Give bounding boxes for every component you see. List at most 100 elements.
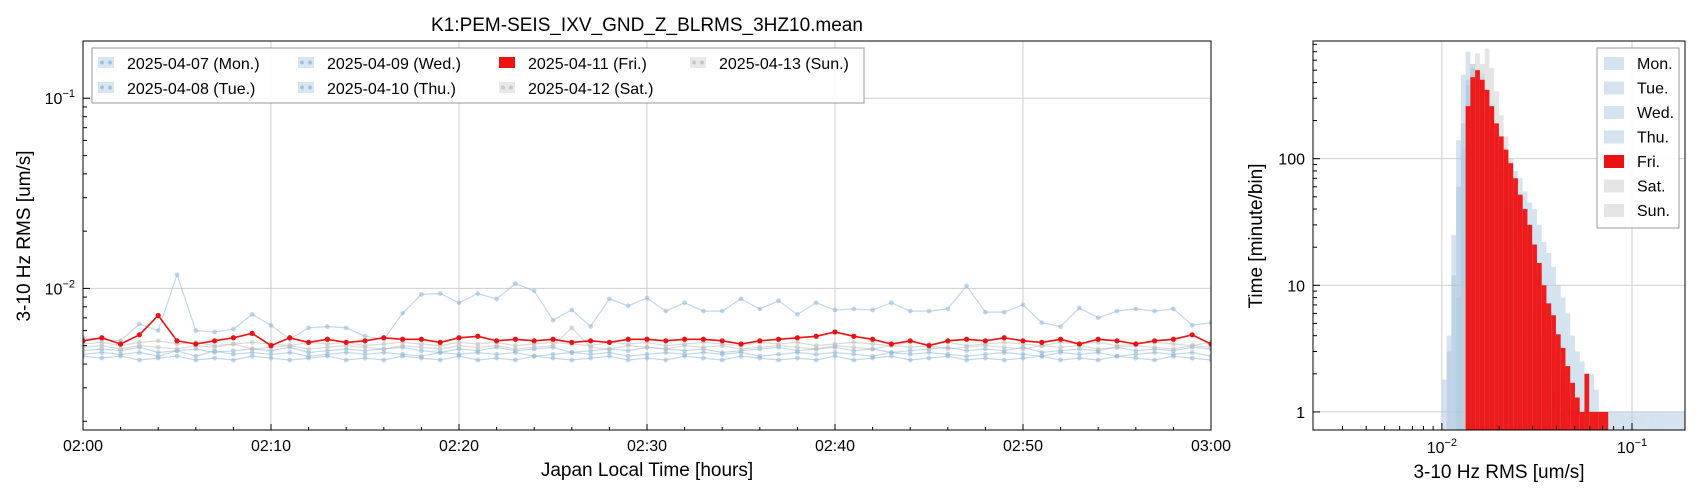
timeseries-series-point	[795, 344, 800, 350]
timeseries-series-point	[607, 350, 612, 355]
histogram-legend-label: Fri.	[1637, 154, 1660, 171]
timeseries-series-point	[964, 348, 969, 354]
timeseries-series-point	[268, 348, 274, 354]
timeseries-series-point	[588, 355, 593, 361]
timeseries-series-point	[155, 328, 161, 333]
timeseries-series-point	[268, 351, 274, 357]
timeseries-series-point	[776, 336, 782, 342]
timeseries-series-point	[362, 348, 368, 354]
timeseries-series-point	[99, 355, 105, 361]
timeseries-series-point	[1001, 357, 1007, 363]
timeseries-series-point	[719, 308, 725, 314]
histogram-bar	[1513, 178, 1518, 430]
timeseries-legend-label: 2025-04-13 (Sun.)	[719, 56, 849, 73]
timeseries-series-point	[231, 326, 236, 332]
histogram-bar	[1546, 303, 1552, 430]
timeseries-series-point	[381, 350, 387, 355]
timeseries-legend-swatch	[499, 57, 515, 68]
timeseries-series-point	[982, 338, 989, 344]
timeseries-series-point	[889, 350, 894, 355]
timeseries-series-point	[682, 353, 687, 359]
timeseries-series-point	[99, 350, 105, 355]
histogram-bar	[1536, 263, 1542, 430]
histogram-bar	[1451, 234, 1457, 430]
timeseries-series-point	[719, 357, 725, 363]
timeseries-series-point	[99, 335, 105, 341]
timeseries-series-point	[644, 344, 650, 350]
histogram-bars	[1441, 48, 1685, 430]
timeseries-series-point	[118, 341, 124, 347]
timeseries-series-point	[550, 351, 556, 357]
timeseries-series-point	[757, 355, 763, 361]
timeseries-series-point	[832, 350, 838, 355]
histogram-bar	[1441, 379, 1447, 430]
timeseries-series-point	[437, 346, 443, 352]
timeseries-series-point	[926, 343, 932, 349]
timeseries-series-point	[663, 343, 669, 349]
timeseries-legend-label: 2025-04-10 (Thu.)	[327, 81, 456, 98]
timeseries-series-point	[607, 296, 612, 302]
timeseries-series-point	[870, 346, 875, 352]
timeseries-series-point	[456, 353, 462, 359]
timeseries-legend-swatch	[98, 57, 114, 68]
histogram-bar	[1570, 382, 1575, 430]
timeseries-series-2	[83, 272, 1211, 344]
timeseries-series-point	[1189, 343, 1195, 349]
timeseries-series-point	[945, 353, 951, 359]
histogram-bar	[1627, 411, 1632, 430]
timeseries-series-point	[832, 307, 838, 313]
timeseries-series-point	[569, 325, 575, 331]
timeseries-legend-marker	[509, 85, 513, 90]
timeseries-series-point	[776, 341, 781, 347]
timeseries-series-point	[494, 338, 500, 344]
timeseries-series-point	[606, 339, 613, 345]
timeseries-legend-label: 2025-04-08 (Tue.)	[127, 81, 255, 98]
timeseries-series-point	[343, 357, 349, 363]
timeseries-series-point	[1152, 350, 1157, 355]
histogram-bar	[1579, 361, 1585, 430]
timeseries-series-point	[701, 355, 706, 361]
timeseries-series-point	[494, 351, 499, 357]
timeseries-series-point	[1001, 335, 1007, 341]
timeseries-series-point	[249, 311, 255, 317]
timeseries-legend: 2025-04-07 (Mon.) 2025-04-08 (Tue.) 2025-0…	[91, 47, 865, 104]
timeseries-series-point	[719, 338, 725, 344]
timeseries-series-point	[456, 346, 462, 352]
timeseries-series-point	[1001, 348, 1007, 354]
timeseries-series-point	[193, 328, 199, 333]
timeseries-series-point	[1114, 308, 1120, 314]
timeseries-series-point	[625, 303, 631, 309]
histogram-bar	[1655, 411, 1661, 430]
timeseries-series-point	[418, 336, 424, 342]
timeseries-series-point	[889, 300, 894, 306]
timeseries-series-point	[1133, 348, 1139, 354]
timeseries-panel: K1:PEM-SEIS_IXV_GND_Z_BLRMS_3HZ10.mean 0…	[14, 15, 1231, 481]
timeseries-legend-marker	[100, 85, 104, 90]
histogram-legend-swatch	[1604, 81, 1624, 95]
timeseries-series-point	[625, 341, 631, 347]
timeseries-series-point	[437, 350, 443, 355]
histogram-y-tick-label: 100	[1278, 152, 1305, 169]
timeseries-series-point	[795, 311, 800, 317]
timeseries-x-tick-label: 02:30	[627, 438, 667, 455]
histogram-legend-label: Sun.	[1637, 203, 1670, 220]
timeseries-series-point	[268, 322, 274, 328]
timeseries-series-point	[964, 357, 969, 363]
timeseries-series-point	[1020, 351, 1026, 357]
timeseries-series-point	[494, 296, 499, 302]
timeseries-series-point	[607, 346, 612, 352]
timeseries-series-point	[512, 336, 519, 342]
histogram-legend-swatch	[1604, 130, 1624, 144]
timeseries-series-point	[1020, 355, 1026, 361]
histogram-legend-swatch	[1604, 204, 1624, 217]
histogram-bar	[1651, 411, 1656, 430]
histogram-x-tick-label: 10−1	[1617, 437, 1647, 457]
timeseries-series-point	[306, 346, 311, 352]
timeseries-series-point	[964, 336, 970, 342]
timeseries-series-point	[212, 355, 218, 361]
timeseries-series-point	[1189, 322, 1195, 328]
timeseries-y-axis-label: 3-10 Hz RMS [um/s]	[14, 150, 35, 321]
timeseries-series-point	[137, 357, 142, 363]
timeseries-series-point	[663, 338, 669, 344]
timeseries-series-point	[1133, 355, 1139, 361]
